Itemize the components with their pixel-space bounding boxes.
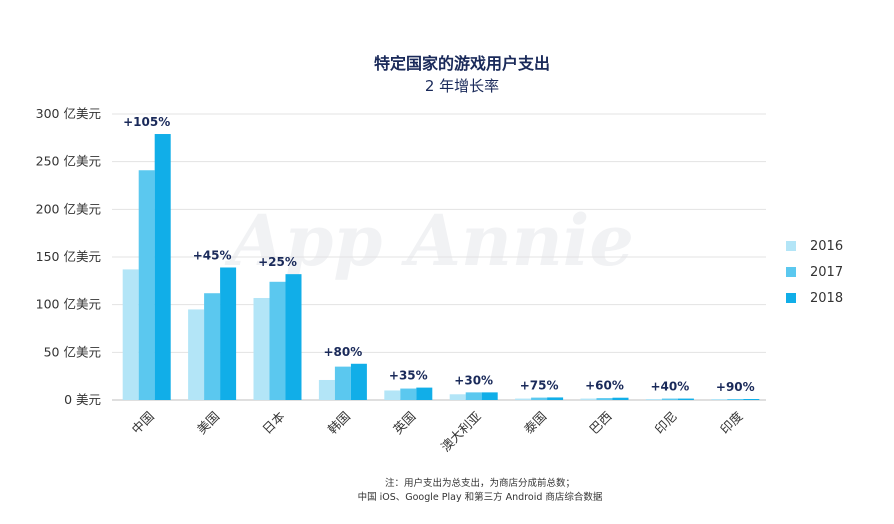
bar-2018 xyxy=(220,267,237,400)
bar-2017 xyxy=(138,170,155,400)
y-tick-label: 200 亿美元 xyxy=(36,201,101,216)
chart-title: 特定国家的游戏用户支出 xyxy=(374,54,550,73)
legend: 2016 2017 2018 xyxy=(786,239,843,306)
bars xyxy=(122,134,760,400)
x-axis-ticks: 中国 美国 日本 韩国 英国 澳大利亚 泰国 巴西 印尼 印度 xyxy=(129,408,746,454)
legend-swatch-2017 xyxy=(786,267,796,277)
y-tick-label: 50 亿美元 xyxy=(44,344,101,359)
x-tick-label: 韩国 xyxy=(325,409,353,437)
bar-2018 xyxy=(154,134,171,400)
legend-swatch-2016 xyxy=(786,241,796,251)
footnote-line-2: 中国 iOS、Google Play 和第三方 Android 商店综合数据 xyxy=(358,491,603,503)
chart-subtitle: 2 年增长率 xyxy=(425,77,499,95)
bar-2017 xyxy=(400,388,417,400)
bar-2018 xyxy=(285,274,302,400)
x-tick-label: 印尼 xyxy=(652,409,680,437)
y-tick-label: 300 亿美元 xyxy=(36,106,101,121)
growth-label: +30% xyxy=(454,373,493,387)
bar-2018 xyxy=(677,398,694,400)
bar-2018 xyxy=(547,397,564,400)
x-tick-label: 巴西 xyxy=(586,409,614,437)
y-tick-label: 250 亿美元 xyxy=(36,154,101,169)
bar-2016 xyxy=(122,269,139,400)
growth-labels: +105% +45% +25% +80% +35% +30% +75% +60% +40% +90… xyxy=(123,115,755,394)
growth-label: +35% xyxy=(389,369,428,383)
bar-2016 xyxy=(318,379,335,400)
growth-label: +45% xyxy=(193,248,232,262)
growth-label: +75% xyxy=(520,378,559,392)
bar-2017 xyxy=(269,281,286,400)
y-tick-label: 100 亿美元 xyxy=(36,297,101,312)
bar-2016 xyxy=(645,399,662,400)
x-tick-label: 日本 xyxy=(259,408,288,437)
x-tick-label: 英国 xyxy=(390,409,418,437)
bar-2018 xyxy=(481,392,498,400)
growth-label: +60% xyxy=(585,379,624,393)
footnote-line-1: 注：用户支出为总支出，为商店分成前总数； xyxy=(385,477,575,489)
x-tick-label: 澳大利亚 xyxy=(438,409,484,455)
x-tick-label: 中国 xyxy=(129,409,157,437)
x-tick-label: 美国 xyxy=(194,409,222,437)
bar-2016 xyxy=(580,398,597,400)
growth-label: +25% xyxy=(258,255,297,269)
growth-label: +90% xyxy=(716,380,755,394)
watermark: App Annie xyxy=(224,199,634,282)
y-tick-label: 0 美元 xyxy=(64,392,101,407)
bar-2017 xyxy=(465,392,482,400)
bar-2017 xyxy=(727,399,744,400)
bar-2016 xyxy=(711,399,728,400)
bar-2017 xyxy=(204,293,221,400)
bar-2017 xyxy=(596,398,613,400)
growth-label: +40% xyxy=(651,380,690,394)
bar-2016 xyxy=(188,309,205,400)
bar-2016 xyxy=(515,398,532,400)
legend-swatch-2018 xyxy=(786,293,796,303)
bar-2018 xyxy=(612,397,629,400)
bar-2018 xyxy=(743,399,760,400)
bar-2017 xyxy=(531,397,548,400)
x-tick-label: 印度 xyxy=(717,408,746,437)
bar-2018 xyxy=(350,363,367,400)
y-axis-ticks: 0 美元 50 亿美元 100 亿美元 150 亿美元 200 亿美元 250 亿美元 30… xyxy=(36,106,101,407)
bar-2018 xyxy=(416,387,433,400)
legend-label-2016: 2016 xyxy=(810,239,843,254)
bar-2016 xyxy=(384,390,401,400)
bar-2016 xyxy=(449,394,466,400)
legend-label-2017: 2017 xyxy=(810,265,843,280)
bar-2016 xyxy=(253,297,270,400)
growth-label: +80% xyxy=(324,345,363,359)
bar-2017 xyxy=(661,398,678,400)
bar-2017 xyxy=(334,366,351,400)
legend-label-2018: 2018 xyxy=(810,291,843,306)
x-tick-label: 泰国 xyxy=(521,409,549,437)
growth-label: +105% xyxy=(123,115,170,129)
y-tick-label: 150 亿美元 xyxy=(36,249,101,264)
